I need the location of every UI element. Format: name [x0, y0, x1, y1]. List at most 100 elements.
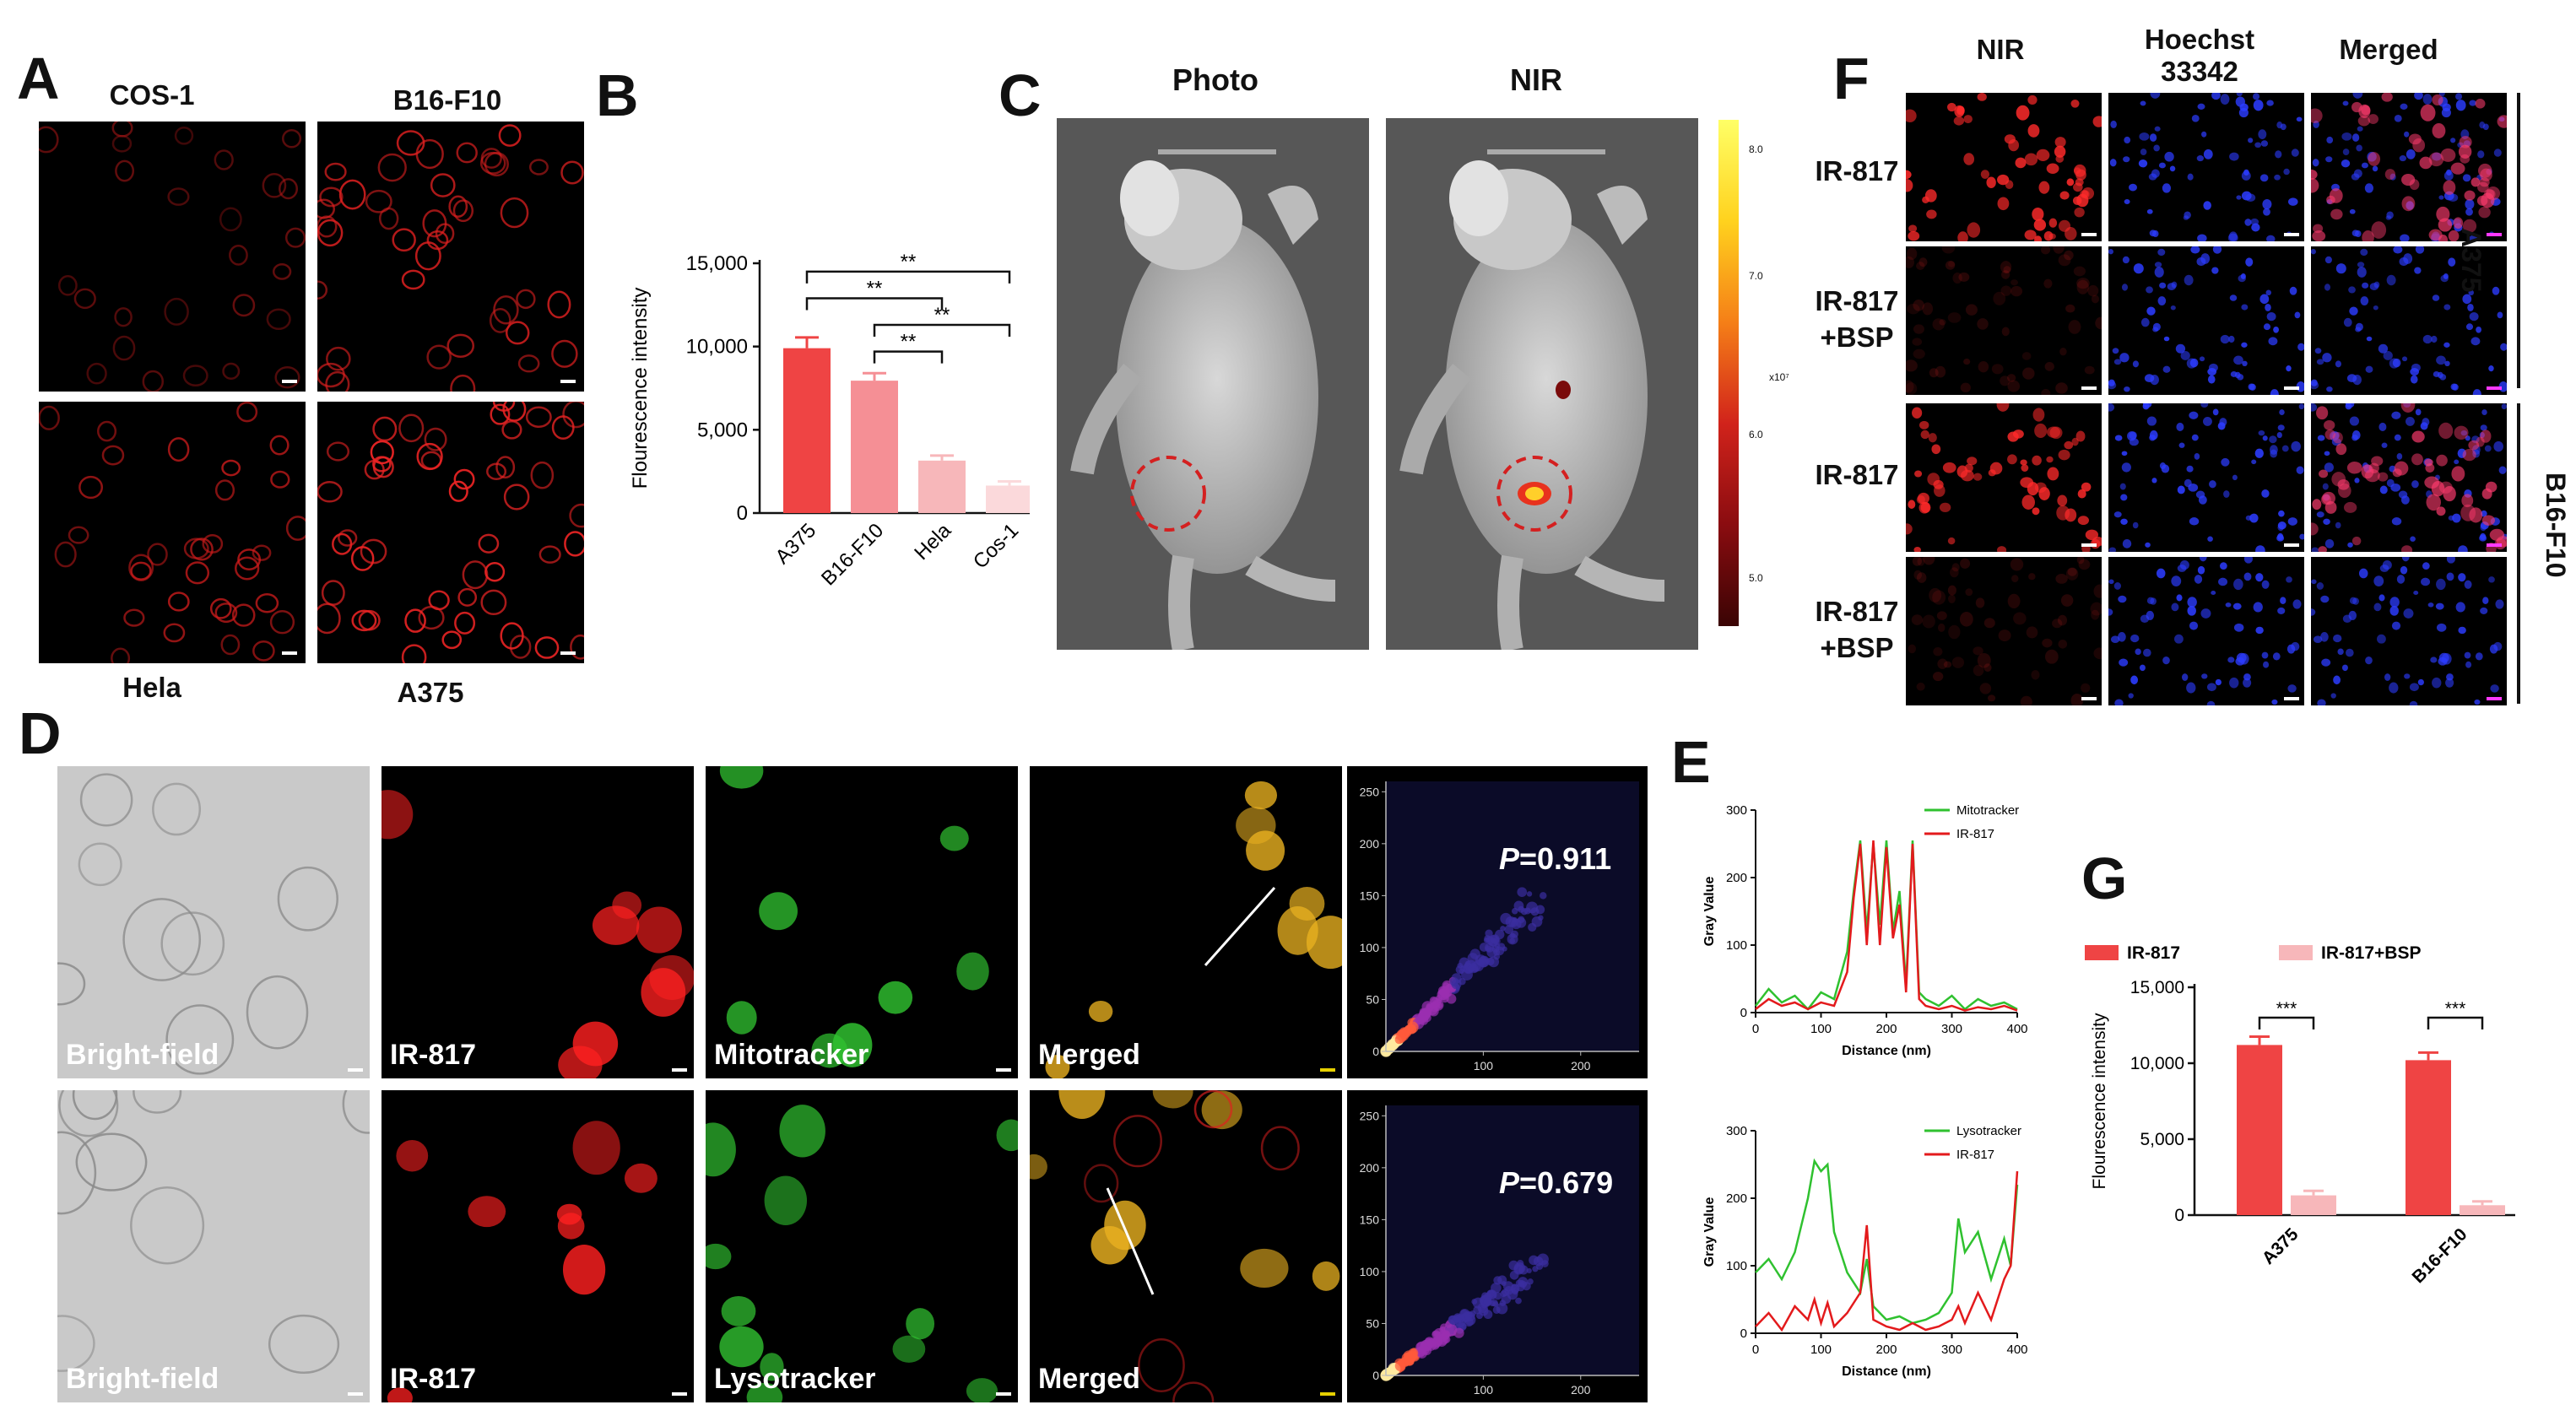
cell-mark: [2245, 515, 2252, 521]
cell-mark: [1922, 196, 1929, 204]
cell-mark: [1138, 1337, 1185, 1392]
cell-mark: [2373, 281, 2380, 289]
cell-mark: [183, 538, 209, 559]
cell-mark: [2133, 263, 2144, 274]
chart-e-legend-label: IR-817: [1956, 827, 1994, 841]
cell-mark: [317, 602, 341, 635]
chart-g-legend-swatch: [2085, 945, 2119, 960]
cell-mark: [2121, 462, 2131, 473]
cell-mark: [2073, 182, 2083, 192]
cell-mark: [1090, 1225, 1129, 1265]
cell-mark: [1918, 257, 1928, 267]
cell-mark: [490, 403, 511, 425]
cell-mark: [556, 1203, 582, 1225]
cell-mark: [2197, 103, 2205, 110]
chart-g-y-tick-label: 0: [2174, 1206, 2184, 1225]
cell-mark: [564, 531, 584, 557]
cell-mark: [2342, 100, 2349, 106]
panel-f-col-nir: NIR: [1976, 34, 2025, 65]
cell-mark: [1953, 116, 1965, 126]
cell-mark: [2262, 435, 2268, 441]
cell-mark: [2311, 547, 2319, 552]
cell-mark: [486, 462, 507, 480]
cell-mark: [2237, 374, 2244, 381]
cell-mark: [2108, 249, 2113, 255]
cell-mark: [2265, 235, 2276, 241]
cell-mark: [2070, 99, 2080, 108]
cell-mark: [2109, 159, 2117, 167]
cell-mark: [2261, 651, 2269, 659]
cell-mark: [2360, 296, 2369, 305]
cell-mark: [1912, 557, 1922, 566]
cell-mark: [2108, 608, 2113, 616]
cell-mark: [1906, 359, 1918, 372]
chart-g-significance-bracket: [2258, 1016, 2315, 1029]
cell-mark: [2476, 195, 2488, 206]
cell-mark: [1987, 694, 1996, 702]
cell-mark: [2243, 557, 2253, 564]
cell-mark: [2286, 576, 2292, 583]
cell-mark: [2411, 430, 2425, 443]
panel-c-nir-label: NIR: [1510, 62, 1562, 97]
cell-mark: [1927, 473, 1940, 486]
cell-mark: [2480, 524, 2487, 532]
cell-mark: [2294, 311, 2301, 319]
cell-mark: [2393, 246, 2403, 254]
cell-mark: [2451, 466, 2465, 482]
cell-mark: [2184, 211, 2191, 219]
cell-mark: [2436, 578, 2446, 591]
cell-mark: [2462, 219, 2477, 233]
cell-mark: [2492, 286, 2500, 295]
cell-mark: [2488, 365, 2494, 372]
cell-mark: [111, 134, 133, 153]
cell-mark: [2181, 673, 2189, 681]
cell-mark: [430, 173, 456, 197]
cell-mark: [2342, 149, 2350, 156]
cell-mark: [2074, 207, 2085, 218]
cell-mark: [2138, 159, 2148, 168]
cell-mark: [2424, 458, 2433, 467]
cell-mark: [2476, 326, 2482, 333]
cell-mark: [1957, 231, 1968, 241]
cell-mark: [2011, 575, 2019, 583]
cell-mark: [2233, 623, 2244, 632]
cell-mark: [1912, 407, 1923, 419]
cell-mark: [1963, 153, 1975, 165]
cell-mark: [2277, 424, 2285, 431]
cell-mark: [2317, 699, 2326, 705]
cell-mark: [2296, 466, 2304, 474]
cell-mark: [1922, 302, 1934, 316]
cell-mark: [57, 1131, 97, 1215]
cell-mark: [2263, 661, 2270, 668]
scatter-x-tick-label: 100: [1474, 1059, 1494, 1073]
scatter-y-tick-label: 0: [1372, 1045, 1379, 1058]
cell-mark: [456, 142, 478, 164]
cell-mark: [1908, 231, 1920, 241]
cell-mark: [1965, 588, 1973, 597]
chart-e-x-tick-label: 400: [2006, 1343, 2027, 1357]
scatter-point: [1394, 1035, 1404, 1045]
cell-mark: [764, 1175, 808, 1226]
cell-mark: [2324, 451, 2330, 457]
cell-mark: [2469, 100, 2476, 106]
cell-mark: [2093, 584, 2102, 598]
cell-mark: [2177, 485, 2185, 494]
cell-mark: [401, 269, 425, 290]
chart-g-significance-mark: ***: [2445, 999, 2466, 1018]
cell-mark: [721, 1295, 756, 1326]
cell-mark: [319, 186, 344, 208]
cell-mark: [2453, 217, 2464, 229]
scatter-point: [1404, 1353, 1413, 1361]
cell-mark: [2400, 565, 2408, 575]
cell-mark: [2272, 652, 2281, 661]
cell-mark: [2000, 261, 2012, 273]
cell-mark: [2286, 365, 2292, 372]
cell-mark: [500, 622, 524, 650]
cell-mark: [1906, 247, 1918, 260]
cell-mark: [2469, 312, 2479, 321]
cell-mark: [2206, 683, 2216, 692]
cell-mark: [364, 459, 385, 480]
chart-b-significance-mark: **: [934, 304, 950, 327]
cell-mark: [57, 1315, 95, 1372]
cell-mark: [649, 954, 694, 1001]
